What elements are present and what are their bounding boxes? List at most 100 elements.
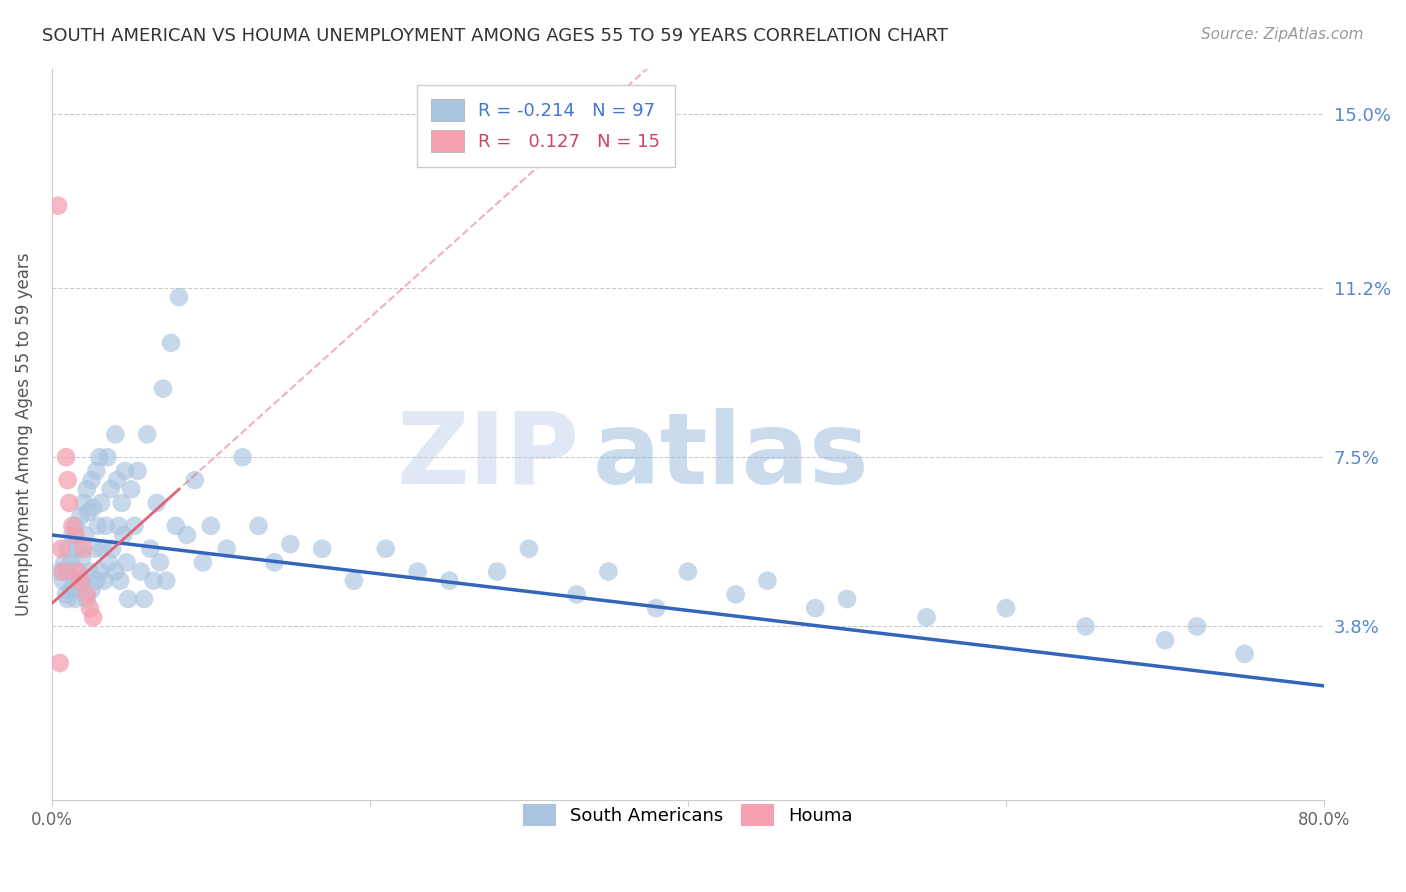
Point [65,592,87,607]
Point [79,565,101,579]
Point [84,464,107,478]
Point [72,541,94,556]
Point [55,450,77,465]
Point [51,541,73,556]
Point [89,565,111,579]
Point [89,450,111,465]
Point [112,528,135,542]
Point [804,601,827,615]
Point [63,574,86,588]
Point [139,541,162,556]
Point [55,587,77,601]
Point [87,518,110,533]
Point [93,574,115,588]
Point [101,541,124,556]
Point [96,450,118,465]
Point [77,505,100,519]
Point [167,290,190,304]
Point [75,528,97,542]
Point [76,592,98,607]
Point [80,473,103,487]
Point [82,610,104,624]
Point [90,496,112,510]
Point [62,528,84,542]
Point [835,592,858,607]
Point [117,592,139,607]
Point [69,509,91,524]
Point [915,610,938,624]
Point [58,496,80,510]
Point [995,601,1018,615]
Point [165,518,187,533]
Text: atlas: atlas [592,408,869,505]
Text: SOUTH AMERICAN VS HOUMA UNEMPLOYMENT AMONG AGES 55 TO 59 YEARS CORRELATION CHART: SOUTH AMERICAN VS HOUMA UNEMPLOYMENT AMO… [42,27,948,45]
Point [56,473,79,487]
Point [98,556,121,570]
Point [184,473,207,487]
Point [56,565,79,579]
Point [136,427,159,442]
Point [142,574,165,588]
Point [46,199,69,213]
Point [114,464,136,478]
Point [176,528,198,542]
Point [676,565,699,579]
Point [82,500,104,515]
Point [155,574,177,588]
Point [107,518,129,533]
Point [72,496,94,510]
Point [724,587,747,601]
Point [120,482,142,496]
Point [91,541,114,556]
Point [127,464,149,478]
Point [79,601,101,615]
Point [80,582,103,597]
Point [232,450,254,465]
Point [278,537,301,551]
Point [565,587,588,601]
Point [191,556,214,570]
Point [104,565,127,579]
Y-axis label: Unemployment Among Ages 55 to 59 years: Unemployment Among Ages 55 to 59 years [15,252,32,616]
Point [152,382,174,396]
Point [645,601,668,615]
Point [52,565,75,579]
Point [149,556,172,570]
Point [76,482,98,496]
Point [1154,633,1177,648]
Point [1185,619,1208,633]
Text: ZIP: ZIP [396,408,579,505]
Point [200,518,222,533]
Point [59,582,82,597]
Point [56,541,79,556]
Point [247,518,270,533]
Point [59,556,82,570]
Point [517,541,540,556]
Point [115,556,138,570]
Point [406,565,429,579]
Point [56,592,79,607]
Point [145,496,167,510]
Point [70,550,93,565]
Point [215,541,238,556]
Point [53,556,76,570]
Point [132,592,155,607]
Point [69,574,91,588]
Point [100,482,122,496]
Point [263,556,285,570]
Point [1074,619,1097,633]
Point [104,427,127,442]
Point [374,541,396,556]
Point [84,574,107,588]
Point [66,565,89,579]
Point [1233,647,1256,661]
Point [66,541,89,556]
Point [311,541,333,556]
Point [69,582,91,597]
Point [48,565,70,579]
Point [105,473,128,487]
Point [67,565,90,579]
Point [598,565,620,579]
Text: Source: ZipAtlas.com: Source: ZipAtlas.com [1201,27,1364,42]
Point [108,574,131,588]
